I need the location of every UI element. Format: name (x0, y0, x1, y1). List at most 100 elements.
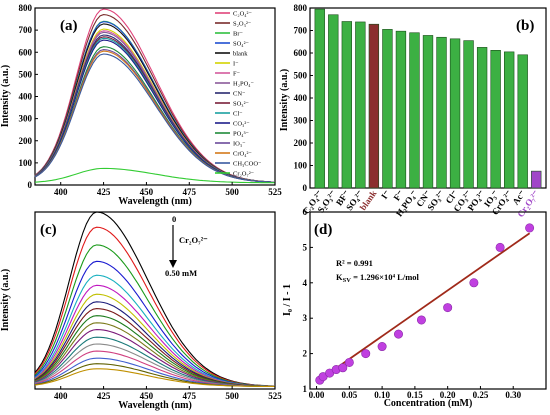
panel-d-point-6 (361, 349, 371, 359)
panel-c-ticks: 400 425 450 475 500 525 (54, 386, 282, 401)
panel-b-bar-11 (463, 40, 474, 189)
panel-d-ylabel: I₀ / I - 1 (282, 284, 293, 316)
panel-b-bar-2 (341, 21, 352, 189)
panel-a-ticks: 400 425 450 475 500 525 0 100 200 300 400 500 600 700… (19, 3, 283, 197)
panel-b-bar-14 (504, 51, 515, 189)
panel-b-ytick-label-4: 400 (294, 93, 308, 103)
panel-d-point-10 (443, 303, 453, 313)
panel-d-xtick-label-5: 0.25 (473, 390, 489, 400)
panel-b-ytick-label-3: 300 (294, 116, 308, 126)
panel-c-ylabel: Intensity (a.u.) (0, 269, 11, 332)
panel-a-ytick-label-2: 200 (19, 136, 33, 146)
panel-d-xtick-label-0: 0.00 (309, 390, 325, 400)
panel-b-ticks: 0 100 200 300 400 500 600 700 800 (294, 3, 313, 193)
panel-d-ticks: 0.00 0.05 0.10 0.15 0.20 0.25 0.30 1 2 3 4 5 6 (303, 207, 522, 400)
panel-b-bar-4 (368, 23, 380, 189)
panel-d-xlabel: Concentration (mM) (384, 398, 473, 409)
panel-a-ylabel: Intensity (a.u.) (0, 65, 11, 128)
panel-c-arrow-species: Cr₂O₇²⁻ (179, 235, 208, 245)
panel-c-arrow-head (169, 260, 177, 268)
panel-d-label: (d) (314, 222, 332, 238)
panel-b-bar-12 (476, 47, 488, 189)
panel-a-legend-label-10: Cl⁻ (233, 111, 243, 118)
panel-a-legend-label-5: I⁻ (233, 61, 239, 68)
panel-a-legend-label-14: CrO₄²⁻ (233, 151, 252, 158)
panel-b-bar-0 (314, 8, 325, 189)
panel-d-ksv-sub: SV (343, 277, 352, 284)
panel-c-xtick-label-1: 425 (97, 391, 111, 401)
panel-b-bar-3 (355, 21, 366, 189)
panel-a-curves (34, 8, 276, 184)
panel-a-xtick-label-3: 475 (183, 187, 197, 197)
panel-a-ytick-label-7: 700 (19, 25, 33, 35)
panel-b-bar-13 (490, 49, 501, 189)
panel-c-curve-17 (34, 368, 275, 387)
panel-d-points (315, 223, 535, 385)
panel-b-bar-5 (382, 29, 393, 189)
panel-d-ytick-label-0: 1 (303, 384, 308, 394)
panel-b-bar-15 (517, 54, 528, 189)
panel-a-legend-label-2: Br⁻ (233, 31, 244, 38)
panel-b-category-label-5: I⁻ (379, 188, 392, 201)
panel-c-xtick-label-0: 400 (54, 391, 68, 401)
panel-a-ytick-label-4: 400 (19, 92, 33, 102)
panel-b-bar-9 (436, 36, 447, 189)
panel-b-category-label-6: F⁻ (392, 188, 406, 202)
panel-b-bar-1 (328, 14, 339, 189)
panel-a-legend: C₂O₄²⁻ S₂O₃²⁻ Br⁻ SO₄²⁻ blank I⁻ F⁻ H₂PO₄⁻ CN⁻ SO… (215, 11, 262, 178)
panel-b-bar-7 (409, 32, 420, 189)
panel-a-ytick-label-1: 100 (19, 158, 33, 168)
panel-b-ytick-label-7: 700 (294, 26, 308, 36)
panel-a-legend-label-8: CN⁻ (233, 91, 246, 98)
panel-a-legend-label-4: blank (233, 51, 248, 58)
panel-a-legend-label-1: S₂O₃²⁻ (233, 21, 252, 28)
panel-b-bar-8 (422, 35, 434, 189)
panel-c-arrow-bottom-label: 0.50 mM (165, 268, 197, 278)
panel-d-point-4 (338, 363, 348, 373)
panel-a-ytick-label-3: 300 (19, 114, 33, 124)
panel-d-xtick-label-3: 0.15 (407, 390, 423, 400)
panel-d-frame (309, 211, 547, 390)
panel-c-label: (c) (40, 222, 57, 238)
panel-a-xtick-label-0: 400 (54, 187, 68, 197)
panel-d-point-12 (495, 242, 505, 252)
panel-a-curve-15 (34, 53, 276, 183)
panel-a-ytick-label-5: 500 (19, 69, 33, 79)
panel-d-ytick-label-1: 2 (303, 349, 308, 359)
panel-a-legend-label-13: IO₃⁻ (233, 141, 246, 148)
panel-d: 0.00 0.05 0.10 0.15 0.20 0.25 0.30 1 2 3 4 5 6 (d) R… (282, 207, 547, 409)
panel-b-ytick-label-5: 500 (294, 71, 308, 81)
panel-b-ytick-label-0: 0 (303, 183, 308, 193)
panel-d-fit (316, 232, 531, 383)
panel-a-legend-label-9: SO₃²⁻ (233, 101, 250, 108)
panel-d-ytick-label-5: 6 (303, 207, 308, 217)
panel-d-xtick-label-2: 0.10 (374, 390, 390, 400)
panel-a-xlabel: Wavelength (nm) (118, 196, 192, 207)
panel-d-ksv-value: = 1.296×10⁴ L/mol (351, 272, 420, 282)
panel-a-xtick-label-4: 500 (225, 187, 239, 197)
panel-a-ytick-label-8: 800 (19, 3, 33, 13)
panel-d-point-13 (525, 223, 535, 233)
panel-a-ytick-label-0: 0 (28, 180, 33, 190)
panel-d-point-7 (377, 342, 387, 352)
panel-b-bar-16 (531, 170, 542, 189)
panel-b-ytick-label-6: 600 (294, 48, 308, 58)
panel-a-xtick-label-1: 425 (97, 187, 111, 197)
panel-c-xtick-label-3: 475 (183, 391, 197, 401)
panel-d-ytick-label-2: 3 (303, 313, 308, 323)
panel-d-xtick-label-6: 0.30 (505, 390, 521, 400)
panel-c-frame (34, 211, 276, 390)
panel-b-ytick-label-2: 200 (294, 138, 308, 148)
panel-a-label: (a) (60, 18, 78, 34)
panel-a-ytick-label-6: 600 (19, 47, 33, 57)
panel-c-curves (34, 211, 276, 387)
panel-d-ytick-label-4: 5 (303, 242, 308, 252)
panel-a-legend-label-15: CH₃COO⁻ (233, 161, 262, 168)
panel-b-ytick-label-1: 100 (294, 161, 308, 171)
panel-c-arrow-top-label: 0 (172, 214, 176, 224)
panel-d-point-5 (344, 357, 354, 367)
panel-a-legend-label-16: Cr₂O₇²⁻ (233, 171, 255, 178)
panel-d-xtick-label-4: 0.20 (440, 390, 456, 400)
panel-a-legend-label-0: C₂O₄²⁻ (233, 11, 253, 18)
